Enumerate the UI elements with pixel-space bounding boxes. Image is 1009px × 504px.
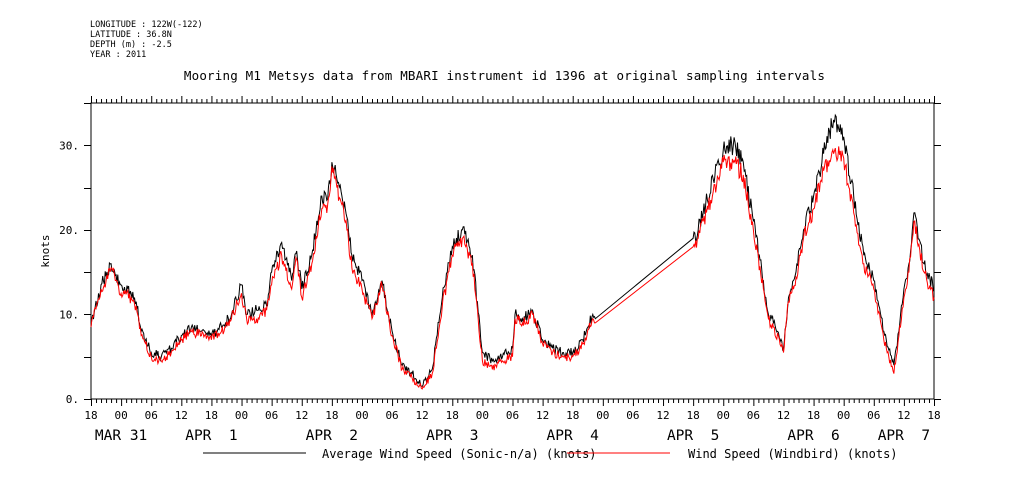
x-day-label: APR 2 <box>306 428 358 444</box>
x-hour-label: 06 <box>265 409 278 422</box>
x-day-label: APR 1 <box>185 428 237 444</box>
legend-label-windbird: Wind Speed (Windbird) (knots) <box>688 447 898 461</box>
y-axis-label: knots <box>39 234 52 267</box>
axis-ticks <box>84 96 941 406</box>
series-windbird-line <box>90 146 935 390</box>
x-hour-label: 18 <box>446 409 459 422</box>
x-hour-label: 06 <box>867 409 880 422</box>
x-hour-label: 06 <box>747 409 760 422</box>
year-text: YEAR : 2011 <box>90 50 147 60</box>
x-hour-label: 00 <box>837 409 850 422</box>
series-average-wind-line <box>90 113 935 387</box>
x-hour-label: 00 <box>476 409 489 422</box>
x-hour-label: 06 <box>626 409 639 422</box>
y-tick-label: 10. <box>59 308 79 321</box>
x-hour-label: 06 <box>506 409 519 422</box>
x-hour-label: 12 <box>416 409 429 422</box>
x-hour-label: 00 <box>717 409 730 422</box>
x-hour-label: 12 <box>897 409 910 422</box>
x-day-label: APR 5 <box>667 428 719 444</box>
x-hour-label: 06 <box>385 409 398 422</box>
x-hour-label: 12 <box>175 409 188 422</box>
x-hour-label: 00 <box>235 409 248 422</box>
depth-text: DEPTH (m) : -2.5 <box>90 40 172 50</box>
x-hour-label: 18 <box>807 409 820 422</box>
x-hour-label: 18 <box>566 409 579 422</box>
x-hour-label: 18 <box>325 409 338 422</box>
longitude-text: LONGITUDE : 122W(-122) <box>90 20 203 30</box>
x-hour-label: 18 <box>927 409 940 422</box>
x-hour-label: 18 <box>205 409 218 422</box>
x-day-label: MAR 31 <box>95 428 147 444</box>
x-day-label: APR 6 <box>787 428 839 444</box>
y-tick-label: 0. <box>66 393 79 406</box>
x-hour-label: 12 <box>777 409 790 422</box>
x-day-label: APR 3 <box>426 428 478 444</box>
x-hour-label: 00 <box>355 409 368 422</box>
axis-labels-layer: 0. 10. 20. 30. 18 00 06 12 18 00 06 12 18 00 06 12 18 00 0… <box>59 139 941 444</box>
x-hour-label: 06 <box>145 409 158 422</box>
y-tick-label: 20. <box>59 224 79 237</box>
legend-label-average: Average Wind Speed (Sonic-n/a) (knots) <box>322 447 597 461</box>
y-tick-label: 30. <box>59 139 79 152</box>
x-hour-label: 00 <box>114 409 127 422</box>
chart-title: Mooring M1 Metsys data from MBARI instru… <box>183 68 826 83</box>
metadata-block: LONGITUDE : 122W(-122) LATITUDE : 36.8N … <box>90 20 203 60</box>
x-hour-label: 18 <box>687 409 700 422</box>
latitude-text: LATITUDE : 36.8N <box>90 30 172 40</box>
x-hour-label: 12 <box>656 409 669 422</box>
series-layer <box>90 113 935 390</box>
legend: Average Wind Speed (Sonic-n/a) (knots) W… <box>203 447 898 461</box>
x-hour-label: 12 <box>536 409 549 422</box>
x-hour-label: 12 <box>295 409 308 422</box>
x-day-label: APR 4 <box>547 428 600 444</box>
x-hour-label: 00 <box>596 409 609 422</box>
x-day-label: APR 7 <box>878 428 930 444</box>
x-hour-label: 18 <box>84 409 97 422</box>
